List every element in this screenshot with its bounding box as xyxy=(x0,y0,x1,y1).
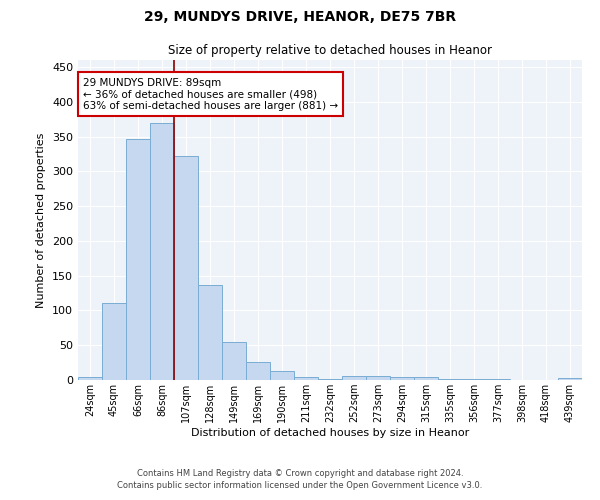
Bar xyxy=(390,376,414,380)
Bar xyxy=(294,376,318,380)
Bar xyxy=(174,156,198,380)
Text: Contains HM Land Registry data © Crown copyright and database right 2024.
Contai: Contains HM Land Registry data © Crown c… xyxy=(118,468,482,490)
Bar xyxy=(366,376,390,380)
Bar xyxy=(126,138,150,380)
Bar xyxy=(342,376,366,380)
Bar xyxy=(198,284,222,380)
Bar xyxy=(150,122,174,380)
Title: Size of property relative to detached houses in Heanor: Size of property relative to detached ho… xyxy=(168,44,492,58)
Text: 29, MUNDYS DRIVE, HEANOR, DE75 7BR: 29, MUNDYS DRIVE, HEANOR, DE75 7BR xyxy=(144,10,456,24)
Text: 29 MUNDYS DRIVE: 89sqm
← 36% of detached houses are smaller (498)
63% of semi-de: 29 MUNDYS DRIVE: 89sqm ← 36% of detached… xyxy=(83,78,338,111)
Bar xyxy=(270,371,294,380)
Bar xyxy=(102,304,126,380)
Y-axis label: Number of detached properties: Number of detached properties xyxy=(37,132,46,308)
Bar xyxy=(246,362,270,380)
Bar xyxy=(414,376,438,380)
Bar xyxy=(222,342,246,380)
X-axis label: Distribution of detached houses by size in Heanor: Distribution of detached houses by size … xyxy=(191,428,469,438)
Bar xyxy=(558,378,582,380)
Bar xyxy=(318,378,342,380)
Bar xyxy=(78,376,102,380)
